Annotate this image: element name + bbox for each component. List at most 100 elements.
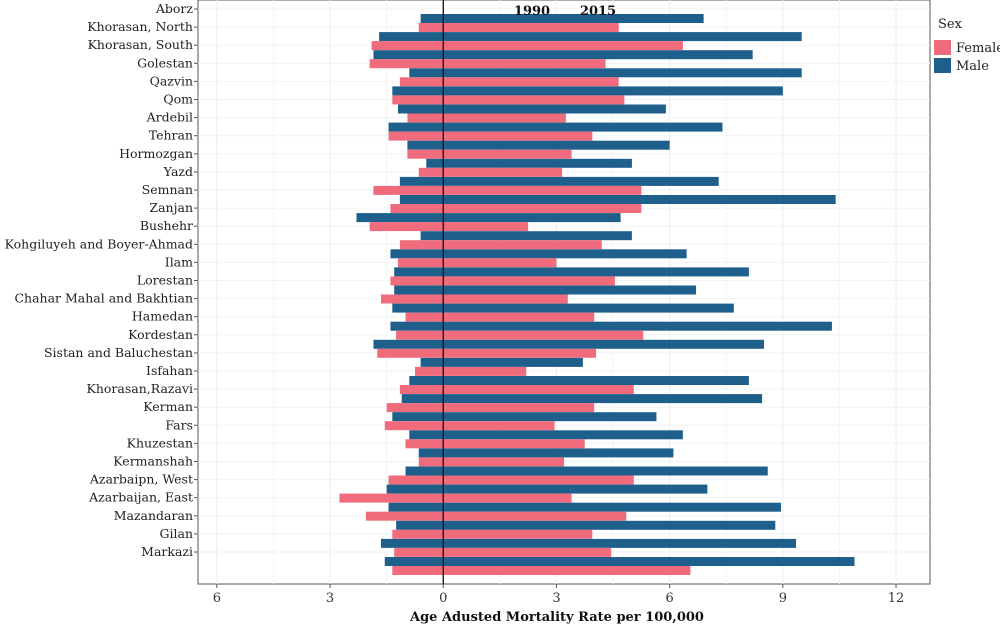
bar-female — [377, 348, 597, 358]
x-axis-ticks: 6 3 0 3 6 9 12 — [213, 584, 905, 606]
category-label: Kordestan — [128, 327, 193, 342]
bar-female — [418, 167, 563, 177]
bar-male — [409, 376, 749, 385]
bar-female — [405, 439, 585, 449]
legend-label-female: Female — [956, 41, 1000, 56]
bar-male — [386, 484, 708, 494]
x-axis-title: Age Adusted Mortality Rate per 100,000 — [409, 610, 704, 625]
bar-male — [420, 14, 704, 23]
bar-female — [418, 457, 564, 467]
bar-male — [373, 339, 764, 349]
bar-male — [405, 466, 768, 476]
bar-male — [381, 538, 797, 548]
category-label: Khorasan, South — [88, 37, 193, 52]
category-label: Yazd — [163, 164, 193, 179]
bar-female — [390, 204, 642, 213]
category-label: Hormozgan — [119, 146, 193, 161]
bar-male — [394, 267, 749, 277]
bar-female — [365, 511, 627, 521]
category-label: Tehran — [149, 128, 193, 143]
category-label: Fars — [165, 417, 193, 432]
bar-male — [399, 176, 719, 186]
bar-female — [388, 131, 593, 141]
bar-female — [396, 330, 644, 340]
bar-female — [390, 276, 615, 286]
bar-male — [390, 321, 832, 331]
x-tick-label: 6 — [666, 591, 674, 606]
bar-male — [356, 213, 621, 223]
bar-male — [407, 140, 670, 150]
legend: Sex Female Male — [934, 17, 1000, 74]
legend-swatch-female — [934, 40, 951, 55]
bar-male — [397, 104, 666, 114]
bar-male — [373, 50, 753, 60]
bar-female — [397, 258, 557, 268]
legend-label-male: Male — [956, 59, 989, 74]
x-tick-label: 6 — [213, 591, 221, 606]
category-label: Lorestan — [137, 273, 193, 288]
category-label: Kohgiluyeh and Boyer-Ahmad — [5, 236, 193, 251]
bar-male — [409, 430, 683, 440]
category-label: Golestan — [137, 55, 193, 70]
bar-female — [339, 493, 572, 503]
bar-male — [401, 394, 763, 404]
bar-male — [396, 520, 776, 530]
bar-male — [392, 86, 783, 96]
bar-female — [407, 113, 566, 123]
bar-female — [392, 566, 691, 575]
x-tick-label: 3 — [326, 591, 334, 606]
bar-female — [384, 421, 555, 431]
bar-female — [399, 385, 634, 394]
bar-male — [409, 68, 802, 78]
bar-male — [392, 303, 734, 313]
category-label: Zanjan — [149, 200, 193, 215]
bar-female — [418, 23, 619, 32]
bar-female — [414, 366, 527, 376]
legend-swatch-male — [934, 58, 951, 73]
bar-female — [369, 222, 529, 232]
bar-male — [388, 502, 781, 512]
bar-male — [379, 32, 802, 42]
category-label: Ardebil — [146, 110, 193, 125]
bar-female — [369, 59, 606, 69]
bar-male — [390, 249, 687, 259]
category-label: Chahar Mahal and Bakhtian — [14, 291, 193, 306]
bar-male — [418, 448, 674, 458]
category-label: Khorasan,Razavi — [87, 381, 193, 396]
x-tick-label: 0 — [439, 591, 447, 606]
category-label: Azarbaijan, East — [88, 490, 193, 505]
legend-title: Sex — [938, 17, 963, 32]
bar-male — [399, 195, 836, 204]
category-label: Bushehr — [140, 218, 193, 233]
bar-female — [392, 95, 625, 105]
category-label: Semnan — [142, 182, 193, 197]
category-label: Aborz — [155, 1, 194, 16]
bar-female — [392, 529, 593, 539]
category-label: Qazvin — [150, 73, 193, 88]
bar-male — [420, 357, 583, 367]
category-label: Qom — [163, 92, 193, 107]
bar-male — [426, 158, 632, 168]
category-label: Khuzestan — [127, 435, 193, 450]
bar-female — [405, 312, 595, 322]
x-tick-label: 12 — [888, 591, 905, 606]
x-tick-label: 3 — [552, 591, 560, 606]
bar-male — [388, 122, 723, 132]
bar-female — [388, 475, 634, 485]
category-label: Kerman — [143, 399, 193, 414]
annotation-2015: 2015 — [580, 4, 616, 19]
bar-male — [394, 285, 697, 295]
bar-female — [399, 240, 602, 250]
category-label: Azarbaipn, West — [89, 472, 193, 487]
x-tick-label: 9 — [779, 591, 787, 606]
bars — [339, 14, 855, 575]
bar-female — [371, 41, 683, 51]
bar-female — [407, 149, 572, 159]
category-label: Sistan and Baluchestan — [44, 345, 193, 360]
bar-female — [373, 185, 642, 195]
category-label: Mazandaran — [114, 508, 193, 523]
bar-female — [399, 77, 619, 87]
bar-female — [386, 403, 595, 413]
bar-male — [392, 412, 657, 422]
